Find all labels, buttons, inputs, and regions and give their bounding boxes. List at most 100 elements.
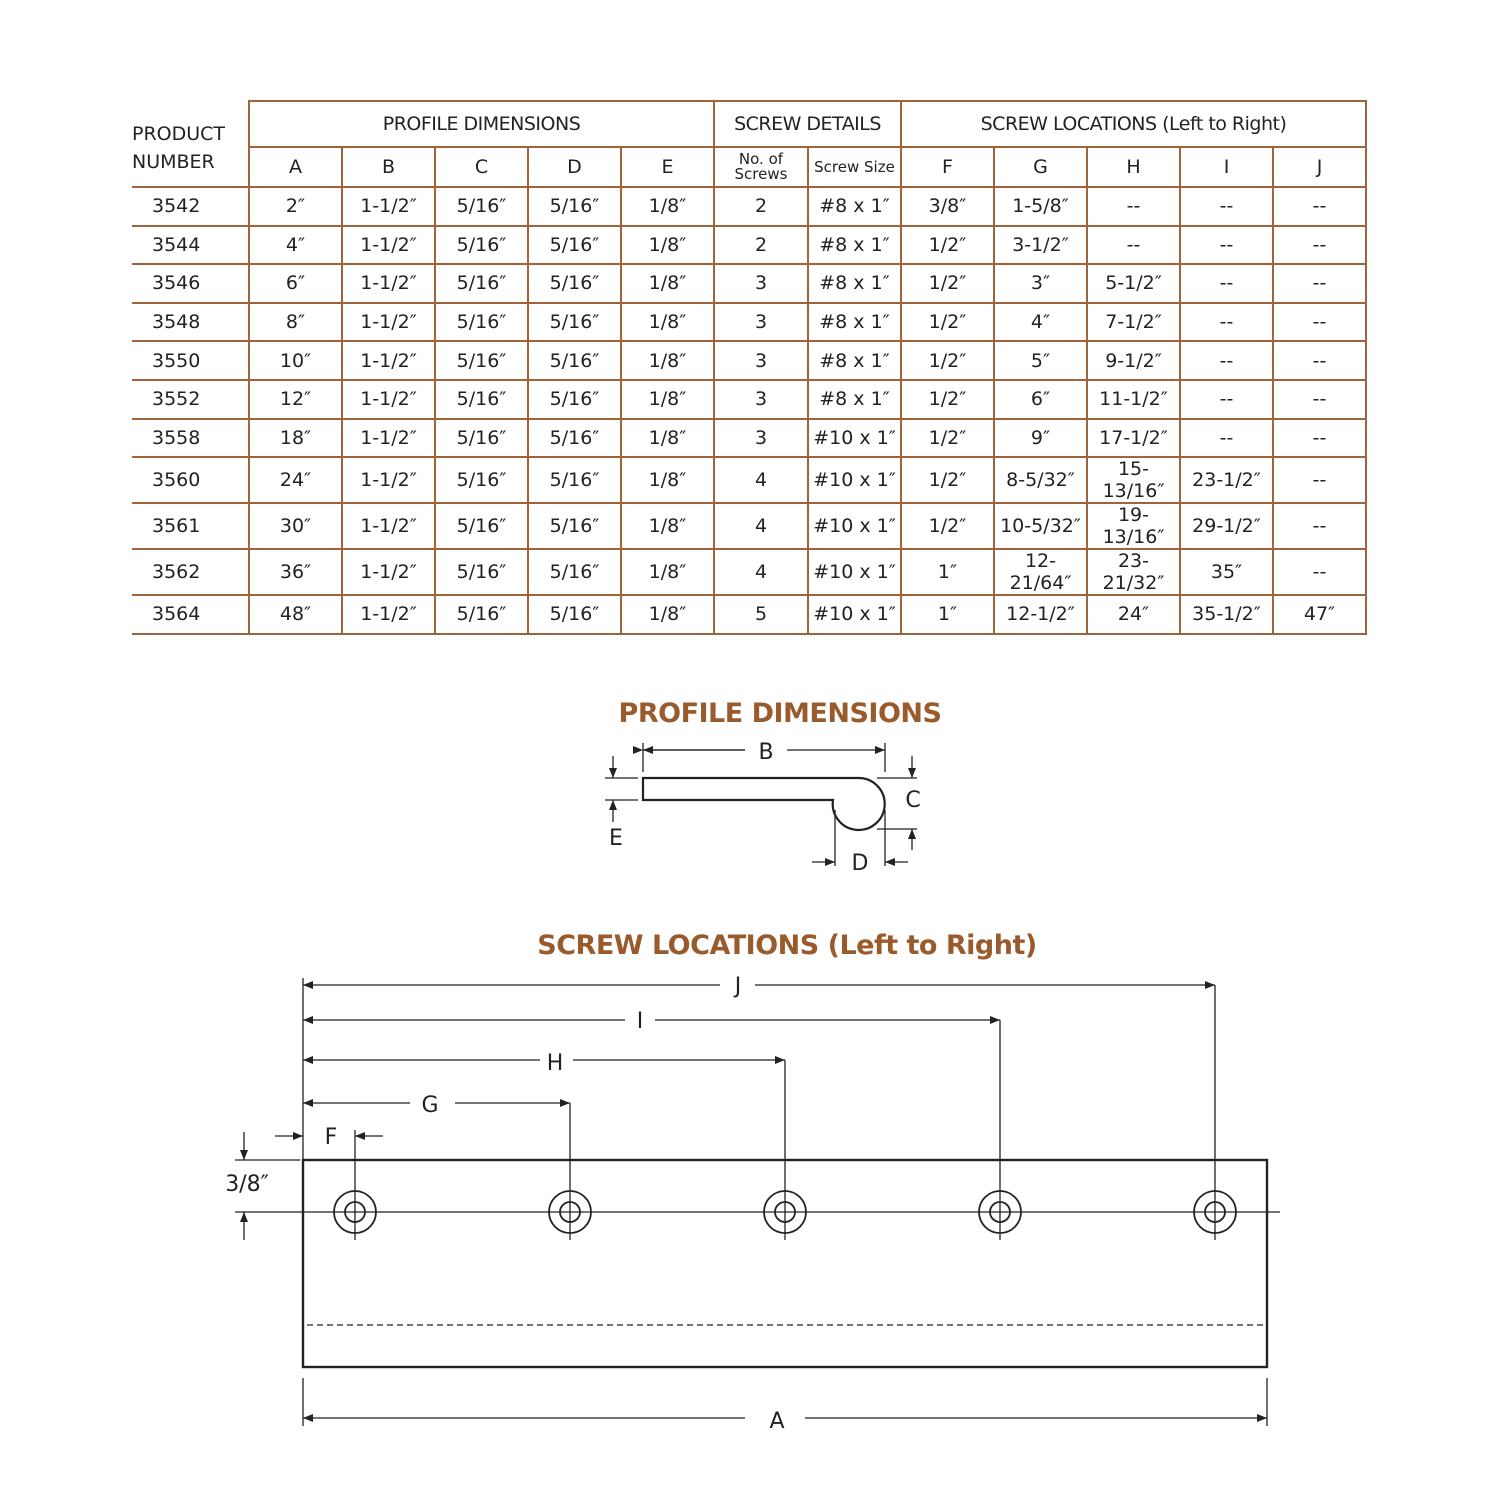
table-cell: 18″	[248, 417, 343, 459]
table-cell: 47″	[1272, 594, 1367, 635]
dimensions-table: PRODUCT NUMBER PROFILE DIMENSIONS SCREW D…	[132, 100, 1367, 635]
table-cell: --	[1179, 340, 1274, 381]
table-cell: --	[1086, 186, 1181, 227]
table-cell: 5	[713, 594, 809, 635]
table-cell: 6″	[248, 263, 343, 304]
table-row: 3564 48″ 1-1/2″ 5/16″ 5/16″ 1/8″ 5 #10 x 1″ 1″ 12…	[132, 594, 1367, 635]
table-cell: --	[1272, 224, 1367, 266]
table-cell: --	[1272, 548, 1367, 597]
table-cell: #10 x 1″	[807, 456, 902, 505]
table-cell: --	[1179, 224, 1274, 266]
product-number-cell: 3558	[132, 417, 250, 459]
table-cell: 5/16″	[527, 340, 622, 381]
column-header-e: E	[620, 146, 715, 188]
table-cell: 2	[713, 224, 809, 266]
table-cell: 1/2″	[900, 456, 995, 505]
table-cell: --	[1272, 186, 1367, 227]
column-header-screw-size: Screw Size	[807, 146, 902, 188]
table-cell: 5/16″	[434, 378, 529, 420]
column-header-h: H	[1086, 146, 1181, 188]
table-cell: #10 x 1″	[807, 502, 902, 551]
label-b: B	[758, 740, 773, 765]
table-cell: 1/8″	[620, 417, 715, 459]
table-cell: 5/16″	[527, 417, 622, 459]
table-row: 3544 4″ 1-1/2″ 5/16″ 5/16″ 1/8″ 2 #8 x 1″ 1/2″ 3-…	[132, 224, 1367, 266]
product-number-cell: 3552	[132, 378, 250, 420]
table-cell: 29-1/2″	[1179, 502, 1274, 551]
table-cell: 1″	[900, 548, 995, 597]
table-row: 3561 30″ 1-1/2″ 5/16″ 5/16″ 1/8″ 4 #10 x 1″ 1/2″…	[132, 502, 1367, 551]
product-number-cell: 3550	[132, 340, 250, 381]
column-header-b: B	[341, 146, 436, 188]
table-cell: --	[1272, 456, 1367, 505]
table-cell: 48″	[248, 594, 343, 635]
table-cell: 35-1/2″	[1179, 594, 1274, 635]
label-h: H	[547, 1051, 564, 1076]
table-cell: 5/16″	[434, 301, 529, 343]
table-cell: 5/16″	[434, 224, 529, 266]
table-cell: 5/16″	[527, 301, 622, 343]
table-cell: 7-1/2″	[1086, 301, 1181, 343]
label-d: D	[852, 851, 869, 876]
table-cell: 1/8″	[620, 340, 715, 381]
product-number-cell: 3542	[132, 186, 250, 227]
label-offset: 3/8″	[225, 1172, 269, 1197]
table-cell: #8 x 1″	[807, 224, 902, 266]
column-header-g: G	[993, 146, 1088, 188]
table-cell: --	[1272, 417, 1367, 459]
table-cell: 5/16″	[527, 594, 622, 635]
table-cell: --	[1179, 301, 1274, 343]
table-cell: 5/16″	[434, 548, 529, 597]
table-cell: 1-1/2″	[341, 186, 436, 227]
table-cell: 9″	[993, 417, 1088, 459]
table-cell: 4″	[993, 301, 1088, 343]
table-cell: #8 x 1″	[807, 301, 902, 343]
screw-hole	[548, 1103, 592, 1240]
table-cell: 8-5/32″	[993, 456, 1088, 505]
column-header-a: A	[248, 146, 343, 188]
table-cell: 4	[713, 502, 809, 551]
product-number-cell: 3561	[132, 502, 250, 551]
screw-hole	[1193, 985, 1237, 1240]
table-cell: 5″	[993, 340, 1088, 381]
table-cell: 1/8″	[620, 186, 715, 227]
screw-locations-header: SCREW LOCATIONS (Left to Right)	[900, 100, 1367, 148]
table-cell: 12-1/2″	[993, 594, 1088, 635]
table-cell: 1-1/2″	[341, 378, 436, 420]
product-number-cell: 3560	[132, 456, 250, 505]
table-cell: 1-5/8″	[993, 186, 1088, 227]
table-cell: 5/16″	[527, 378, 622, 420]
table-cell: 5/16″	[434, 417, 529, 459]
table-cell: 3	[713, 417, 809, 459]
table-cell: 5/16″	[527, 186, 622, 227]
label-e: E	[609, 826, 623, 851]
label-j: J	[733, 974, 742, 999]
table-cell: 4″	[248, 224, 343, 266]
table-cell: 1″	[900, 594, 995, 635]
table-cell: 6″	[993, 378, 1088, 420]
table-cell: 11-1/2″	[1086, 378, 1181, 420]
table-cell: 5/16″	[434, 263, 529, 304]
column-header-no-of-screws: No. of Screws	[713, 146, 809, 188]
table-cell: 3	[713, 378, 809, 420]
table-cell: 1/8″	[620, 594, 715, 635]
table-cell: #8 x 1″	[807, 378, 902, 420]
table-cell: 35″	[1179, 548, 1274, 597]
table-cell: 1/8″	[620, 456, 715, 505]
table-cell: 1/2″	[900, 340, 995, 381]
product-number-cell: 3562	[132, 548, 250, 597]
screw-hole	[978, 1020, 1022, 1240]
table-cell: 1/2″	[900, 263, 995, 304]
product-number-cell: 3546	[132, 263, 250, 304]
table-cell: 30″	[248, 502, 343, 551]
table-cell: 8″	[248, 301, 343, 343]
table-cell: #10 x 1″	[807, 594, 902, 635]
table-row: 3558 18″ 1-1/2″ 5/16″ 5/16″ 1/8″ 3 #10 x 1″ 1/2″…	[132, 417, 1367, 459]
table-cell: 5-1/2″	[1086, 263, 1181, 304]
table-cell: #8 x 1″	[807, 340, 902, 381]
table-cell: #10 x 1″	[807, 548, 902, 597]
table-cell: 1-1/2″	[341, 263, 436, 304]
table-cell: 5/16″	[527, 224, 622, 266]
table-cell: 1/2″	[900, 502, 995, 551]
